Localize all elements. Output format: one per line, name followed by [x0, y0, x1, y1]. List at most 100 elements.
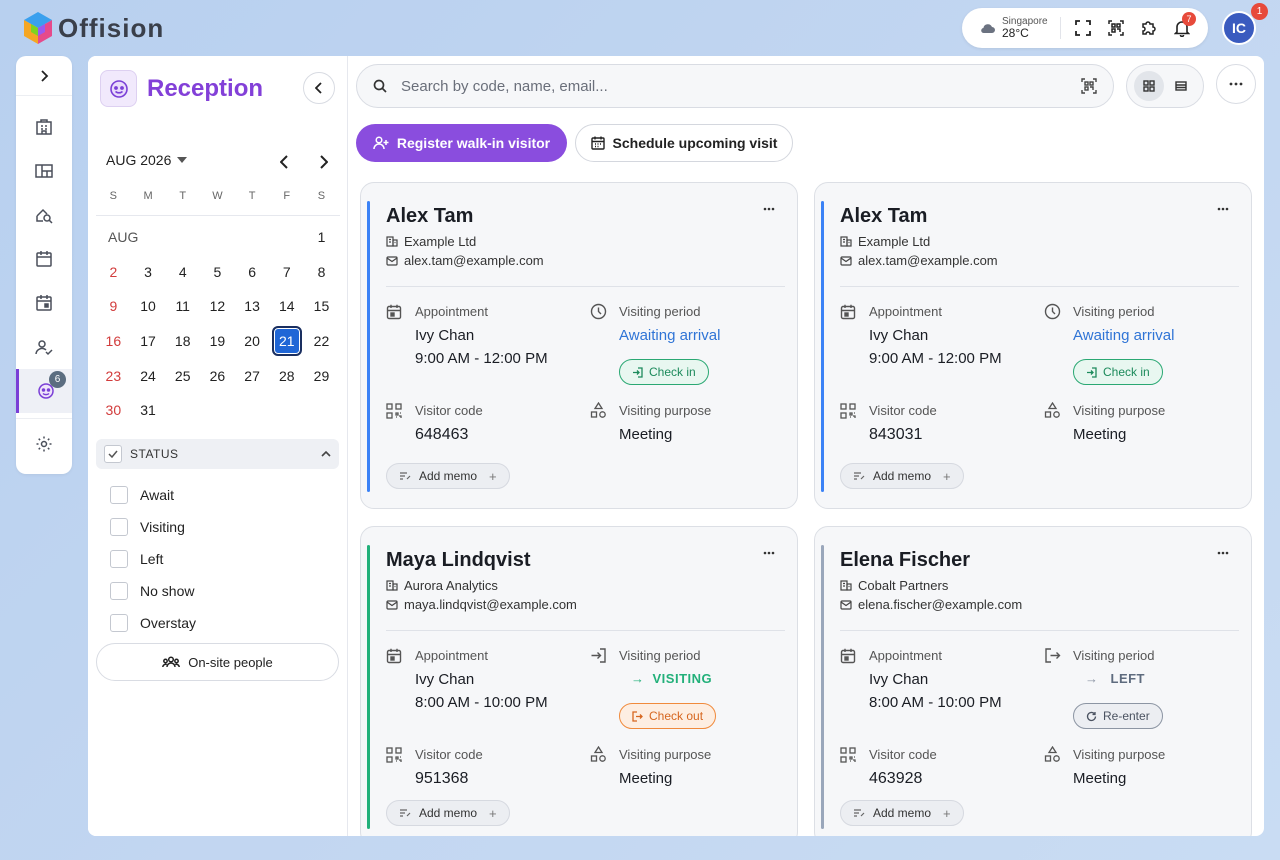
rail-item-user-check[interactable] [16, 325, 72, 369]
rail-item-settings[interactable] [16, 422, 72, 466]
visit-action-button[interactable]: Check in [1073, 359, 1163, 385]
company-icon [386, 236, 398, 247]
qr-scan-icon [1108, 20, 1124, 36]
schedule-visit-button[interactable]: Schedule upcoming visit [575, 124, 793, 162]
calendar-day[interactable]: 24 [140, 367, 156, 384]
calendar-day[interactable]: 19 [209, 333, 226, 350]
status-option-await[interactable]: Await [110, 479, 196, 511]
visitor-card[interactable]: Alex Tam Example Ltd alex.tam@example.co… [360, 182, 798, 509]
visitor-name: Maya Lindqvist [386, 549, 531, 571]
search-input[interactable]: Search by code, name, email... [401, 77, 608, 95]
calendar-day[interactable]: 17 [140, 333, 156, 350]
calendar-day[interactable]: 29 [313, 367, 330, 384]
rail-expand-button[interactable] [16, 56, 72, 96]
calendar-day[interactable]: 6 [248, 263, 256, 280]
calendar-day[interactable]: 15 [313, 298, 330, 315]
add-memo-button[interactable]: Add memo + [386, 800, 510, 826]
card-more-button[interactable] [1217, 551, 1229, 555]
visitor-card[interactable]: Alex Tam Example Ltd alex.tam@example.co… [814, 182, 1252, 509]
visit-status: Awaiting arrival [619, 327, 721, 344]
calendar-month-select[interactable]: AUG 2026 [106, 152, 188, 168]
calendar-prev-button[interactable] [271, 149, 297, 175]
onsite-people-button[interactable]: On-site people [96, 643, 339, 681]
calendar-day[interactable]: 20 [244, 333, 260, 350]
visit-action-button[interactable]: Re-enter [1073, 703, 1163, 729]
checkbox[interactable] [110, 518, 128, 536]
checkbox[interactable] [110, 550, 128, 568]
calendar-day[interactable]: 8 [317, 263, 326, 280]
reception-sidebar: Reception AUG 2026 S M T W T F S [88, 56, 348, 836]
visit-action-button[interactable]: Check in [619, 359, 709, 385]
calendar-day[interactable]: 10 [140, 298, 156, 315]
status-header-label: STATUS [130, 447, 179, 461]
rail-item-calendar[interactable] [16, 237, 72, 281]
checkbox[interactable] [110, 614, 128, 632]
user-avatar[interactable]: IC [1222, 11, 1256, 45]
calendar-day[interactable]: 1 [317, 229, 326, 246]
card-more-button[interactable] [763, 207, 775, 211]
add-memo-button[interactable]: Add memo + [386, 463, 510, 489]
calendar-day[interactable]: 13 [244, 298, 260, 315]
checkbox[interactable] [110, 486, 128, 504]
add-memo-button[interactable]: Add memo + [840, 800, 964, 826]
calendar-day[interactable]: 27 [244, 367, 260, 384]
rail-item-search-desk[interactable] [16, 193, 72, 237]
visitor-card[interactable]: Elena Fischer Cobalt Partners elena.fisc… [814, 526, 1252, 836]
card-more-button[interactable] [763, 551, 775, 555]
calendar-day[interactable]: 30 [105, 402, 122, 419]
register-walk-in-button[interactable]: Register walk-in visitor [356, 124, 567, 162]
calendar-day[interactable]: 31 [140, 402, 156, 419]
qr-scan-button[interactable] [1099, 11, 1132, 45]
chevron-left-icon [280, 155, 288, 169]
search-bar[interactable]: Search by code, name, email... [356, 64, 1114, 108]
visitor-company-text: Example Ltd [404, 234, 477, 249]
status-all-checkbox[interactable] [104, 445, 122, 463]
visitor-email-text: elena.fischer@example.com [858, 597, 1023, 612]
calendar-day[interactable]: 5 [213, 263, 222, 280]
extensions-button[interactable] [1132, 11, 1165, 45]
calendar-day[interactable]: 3 [144, 263, 152, 280]
calendar-next-button[interactable] [311, 149, 337, 175]
main-panel: Reception AUG 2026 S M T W T F S [88, 56, 1264, 836]
status-option-visiting[interactable]: Visiting [110, 511, 196, 543]
status-option-left[interactable]: Left [110, 543, 196, 575]
host-name: Ivy Chan [869, 671, 929, 688]
calendar-day[interactable]: 22 [313, 333, 330, 350]
calendar-day[interactable]: 18 [174, 333, 191, 350]
calendar-day[interactable]: 16 [105, 333, 122, 350]
notifications-button[interactable]: 7 [1165, 11, 1198, 45]
rail-item-reception[interactable]: 6 [16, 369, 72, 413]
calendar-day[interactable]: 25 [174, 367, 191, 384]
add-memo-button[interactable]: Add memo + [840, 463, 964, 489]
status-option-overstay[interactable]: Overstay [110, 607, 196, 639]
calendar-day[interactable]: 9 [109, 298, 118, 315]
gear-icon [36, 436, 52, 452]
visitor-card[interactable]: Maya Lindqvist Aurora Analytics maya.lin… [360, 526, 798, 836]
sidebar-collapse-button[interactable] [303, 72, 335, 104]
calendar-day[interactable]: 14 [278, 298, 295, 315]
checkbox[interactable] [110, 582, 128, 600]
more-options-button[interactable] [1216, 64, 1256, 104]
qr-code-icon [386, 403, 402, 419]
status-option-no-show[interactable]: No show [110, 575, 196, 607]
fullscreen-button[interactable] [1067, 11, 1100, 45]
calendar-day[interactable]: 4 [178, 263, 187, 280]
calendar-day[interactable]: 28 [278, 367, 295, 384]
calendar-day[interactable]: 23 [105, 367, 122, 384]
rail-item-floorplan[interactable] [16, 149, 72, 193]
visit-action-button[interactable]: Check out [619, 703, 717, 729]
calendar-day[interactable]: 2 [109, 263, 118, 280]
weekday-label: T [179, 190, 187, 202]
check-in-icon [1087, 366, 1097, 378]
grid-view-button[interactable] [1134, 71, 1164, 101]
calendar-day[interactable]: 11 [175, 298, 190, 315]
list-view-button[interactable] [1166, 71, 1196, 101]
card-more-button[interactable] [1217, 207, 1229, 211]
calendar-day[interactable]: 12 [209, 298, 226, 315]
calendar-day-selected[interactable]: 21 [269, 326, 304, 357]
status-filter-header[interactable]: STATUS [96, 439, 339, 469]
calendar-day[interactable]: 7 [282, 263, 291, 280]
rail-item-booking[interactable] [16, 281, 72, 325]
calendar-day[interactable]: 26 [209, 367, 226, 384]
rail-item-building[interactable] [16, 105, 72, 149]
